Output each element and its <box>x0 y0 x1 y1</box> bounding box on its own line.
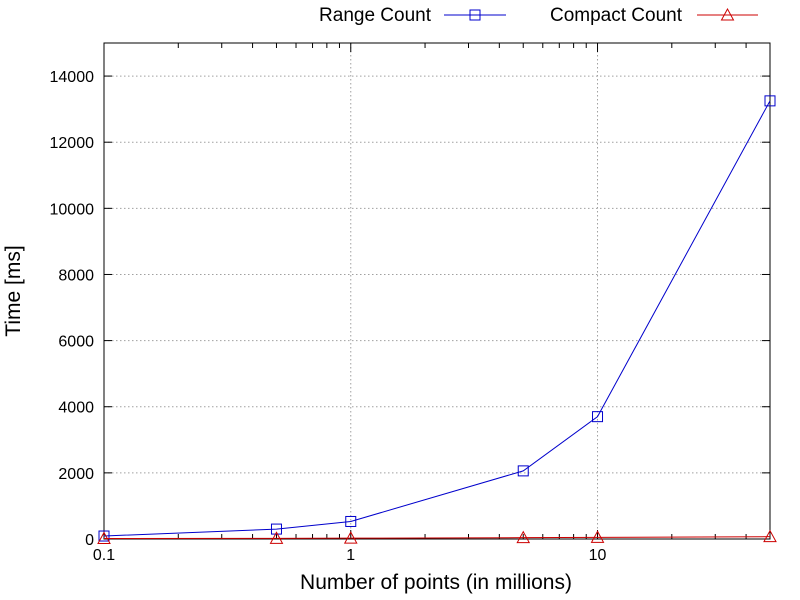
y-tick-label: 2000 <box>58 466 94 483</box>
y-tick-label: 6000 <box>58 334 94 351</box>
y-tick-label: 12000 <box>50 135 95 152</box>
y-tick-label: 0 <box>85 532 94 549</box>
series-line-2 <box>103 536 771 540</box>
y-tick-label: 10000 <box>50 201 95 218</box>
x-tick-label: 0.1 <box>93 547 115 564</box>
series-2-point <box>269 531 284 544</box>
y-tick-label: 8000 <box>58 267 94 284</box>
y-tick-label: 14000 <box>50 69 95 86</box>
series-2-point <box>763 529 777 543</box>
series-1-point <box>764 95 776 107</box>
legend-marker-2 <box>720 7 735 21</box>
x-tick-label: 1 <box>346 547 355 564</box>
grid <box>104 43 770 539</box>
legend-label-2: Compact Count <box>550 5 683 26</box>
series-2-point <box>97 531 111 545</box>
series-1-point <box>270 523 282 535</box>
series <box>97 95 777 545</box>
legend-marker-1 <box>469 9 481 21</box>
plot-border <box>103 42 771 540</box>
x-axis-label: Number of points (in millions) <box>300 571 572 594</box>
legend-label-1: Range Count <box>319 5 432 26</box>
legend: Range Count Compact Count <box>319 5 758 26</box>
series-1-point <box>517 465 529 477</box>
series-1-point <box>592 411 604 423</box>
series-1-point <box>98 530 110 542</box>
axes <box>103 42 771 540</box>
y-tick-label: 4000 <box>58 400 94 417</box>
ticks: 0 2000 4000 6000 8000 10000 12000 14000 0.1 1 10 <box>50 43 771 564</box>
x-tick-label: 10 <box>589 547 607 564</box>
series-1-point <box>345 515 357 527</box>
series-2-point <box>516 530 531 544</box>
series-line-1 <box>103 100 771 537</box>
y-axis-label: Time [ms] <box>2 245 25 336</box>
series-2-point <box>343 531 358 544</box>
series-2-point <box>590 530 605 543</box>
